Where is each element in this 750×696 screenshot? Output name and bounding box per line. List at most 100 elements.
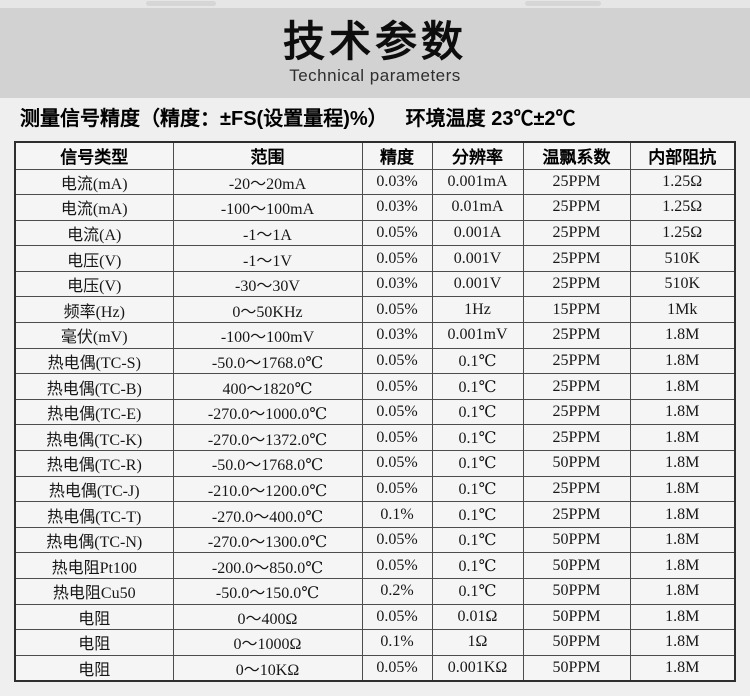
table-cell: 1.8M bbox=[629, 322, 736, 349]
table-cell: 0.1℃ bbox=[431, 398, 524, 426]
table-cell: 25PPM bbox=[522, 245, 631, 272]
table-cell: 1.8M bbox=[629, 475, 736, 503]
table-cell: 0.01Ω bbox=[431, 603, 524, 631]
table-cell: -270.0～1000.0℃ bbox=[172, 398, 363, 426]
table-cell: 电流(mA) bbox=[14, 194, 174, 221]
table-cell: 50PPM bbox=[522, 526, 631, 554]
table-cell: 0.1℃ bbox=[431, 450, 524, 477]
table-cell: 1.8M bbox=[629, 450, 736, 477]
table-cell: 25PPM bbox=[522, 219, 631, 247]
table-cell: 25PPM bbox=[522, 501, 631, 528]
table-row: 热电偶(TC-B) 400～1820℃ 0.05% 0.1℃ 25PPM 1.8M bbox=[14, 373, 736, 400]
table-cell: 热电阻Pt100 bbox=[14, 552, 174, 579]
table-cell: 热电偶(TC-R) bbox=[14, 450, 174, 477]
table-cell: 25PPM bbox=[522, 322, 631, 349]
table-cell: 热电偶(TC-T) bbox=[14, 501, 174, 528]
table-cell: 1.8M bbox=[629, 578, 736, 605]
table-cell: 0.05% bbox=[361, 424, 433, 452]
table-cell: -100～100mV bbox=[172, 322, 363, 349]
table-row: 热电偶(TC-J) -210.0～1200.0℃ 0.05% 0.1℃ 25PPM 1.8… bbox=[14, 475, 736, 503]
table-cell: 0.05% bbox=[361, 373, 433, 400]
table-cell: 频率(Hz) bbox=[14, 296, 174, 324]
table-row: 热电偶(TC-R) -50.0～1768.0℃ 0.05% 0.1℃ 50PPM 1.8M bbox=[14, 450, 736, 477]
table-cell: 25PPM bbox=[522, 398, 631, 426]
table-cell: 0.05% bbox=[361, 347, 433, 375]
table-cell: -50.0～1768.0℃ bbox=[172, 450, 363, 477]
table-cell: 0.1℃ bbox=[431, 373, 524, 400]
table-cell: 25PPM bbox=[522, 194, 631, 221]
table-cell: 热电偶(TC-S) bbox=[14, 347, 174, 375]
table-cell: 50PPM bbox=[522, 603, 631, 631]
table-cell: 25PPM bbox=[522, 270, 631, 298]
table-cell: 1.8M bbox=[629, 526, 736, 554]
table-cell: 0～400Ω bbox=[172, 603, 363, 631]
table-cell: 0.05% bbox=[361, 603, 433, 631]
table-cell: -1～1A bbox=[172, 219, 363, 247]
table-cell: 热电偶(TC-K) bbox=[14, 424, 174, 452]
table-cell: 电阻 bbox=[14, 629, 174, 656]
table-body: 电流(mA) -20～20mA 0.03% 0.001mA 25PPM 1.25Ω 电流(m… bbox=[14, 168, 736, 682]
table-cell: -50.0～1768.0℃ bbox=[172, 347, 363, 375]
accuracy-note-left: 测量信号精度（精度：±FS(设置量程)%） bbox=[20, 108, 388, 130]
table-cell: 0.001KΩ bbox=[431, 654, 524, 682]
column-header: 内部阻抗 bbox=[629, 141, 736, 170]
table-cell: 510K bbox=[629, 245, 736, 272]
table-cell: 1.25Ω bbox=[629, 168, 736, 196]
table-cell: 0.05% bbox=[361, 526, 433, 554]
ambient-temperature-note: 环境温度 23℃±2℃ bbox=[405, 108, 576, 130]
top-strip bbox=[0, 0, 750, 8]
table-cell: 1.8M bbox=[629, 347, 736, 375]
table-cell: 0.1℃ bbox=[431, 526, 524, 554]
table-row: 频率(Hz) 0～50KHz 0.05% 1Hz 15PPM 1Mk bbox=[14, 296, 736, 324]
table-cell: 0.1℃ bbox=[431, 578, 524, 605]
spec-table: 信号类型 范围 精度 分辨率 温飘系数 内部阻抗 电流(mA) -20～20mA 0.03% 0… bbox=[14, 141, 736, 682]
top-decor-bar-right bbox=[525, 1, 601, 6]
table-cell: -100～100mA bbox=[172, 194, 363, 221]
table-cell: 1.8M bbox=[629, 603, 736, 631]
table-cell: 0.2% bbox=[361, 578, 433, 605]
column-header: 温飘系数 bbox=[522, 141, 631, 170]
column-header: 范围 bbox=[172, 141, 363, 170]
table-row: 毫伏(mV) -100～100mV 0.03% 0.001mV 25PPM 1.8M bbox=[14, 322, 736, 349]
table-cell: 0.05% bbox=[361, 398, 433, 426]
table-cell: 15PPM bbox=[522, 296, 631, 324]
column-header: 信号类型 bbox=[14, 141, 174, 170]
table-cell: 电阻 bbox=[14, 603, 174, 631]
table-cell: 热电偶(TC-J) bbox=[14, 475, 174, 503]
table-cell: 电流(A) bbox=[14, 219, 174, 247]
table-row: 电阻 0～400Ω 0.05% 0.01Ω 50PPM 1.8M bbox=[14, 603, 736, 631]
page-title: 技术参数 bbox=[282, 17, 467, 65]
table-cell: 1Mk bbox=[629, 296, 736, 324]
top-decor-bar-left bbox=[146, 1, 216, 6]
table-cell: 50PPM bbox=[522, 654, 631, 682]
table-row: 热电偶(TC-E) -270.0～1000.0℃ 0.05% 0.1℃ 25PPM 1.8… bbox=[14, 398, 736, 426]
table-row: 热电偶(TC-T) -270.0～400.0℃ 0.1% 0.1℃ 25PPM 1.8M bbox=[14, 501, 736, 528]
table-cell: 25PPM bbox=[522, 168, 631, 196]
table-cell: 50PPM bbox=[522, 629, 631, 656]
table-cell: 0.1% bbox=[361, 501, 433, 528]
table-cell: -270.0～400.0℃ bbox=[172, 501, 363, 528]
table-cell: 0.001V bbox=[431, 270, 524, 298]
table-cell: 0.001mV bbox=[431, 322, 524, 349]
table-cell: -270.0～1300.0℃ bbox=[172, 526, 363, 554]
table-cell: 1Ω bbox=[431, 629, 524, 656]
table-header-row: 信号类型 范围 精度 分辨率 温飘系数 内部阻抗 bbox=[14, 141, 736, 170]
table-cell: 25PPM bbox=[522, 424, 631, 452]
table-cell: 0.1℃ bbox=[431, 501, 524, 528]
table-cell: 0.001mA bbox=[431, 168, 524, 196]
table-row: 电阻 0～1000Ω 0.1% 1Ω 50PPM 1.8M bbox=[14, 629, 736, 656]
table-cell: 0.05% bbox=[361, 245, 433, 272]
table-cell: 0.03% bbox=[361, 322, 433, 349]
table-row: 电阻 0～10KΩ 0.05% 0.001KΩ 50PPM 1.8M bbox=[14, 654, 736, 682]
table-cell: 0.01mA bbox=[431, 194, 524, 221]
table-cell: 1.8M bbox=[629, 501, 736, 528]
table-cell: 0.05% bbox=[361, 552, 433, 579]
column-header: 分辨率 bbox=[431, 141, 524, 170]
table-cell: 电阻 bbox=[14, 654, 174, 682]
table-cell: 25PPM bbox=[522, 475, 631, 503]
table-cell: -200.0～850.0℃ bbox=[172, 552, 363, 579]
table-cell: 0～50KHz bbox=[172, 296, 363, 324]
table-cell: -20～20mA bbox=[172, 168, 363, 196]
table-cell: 热电偶(TC-E) bbox=[14, 398, 174, 426]
